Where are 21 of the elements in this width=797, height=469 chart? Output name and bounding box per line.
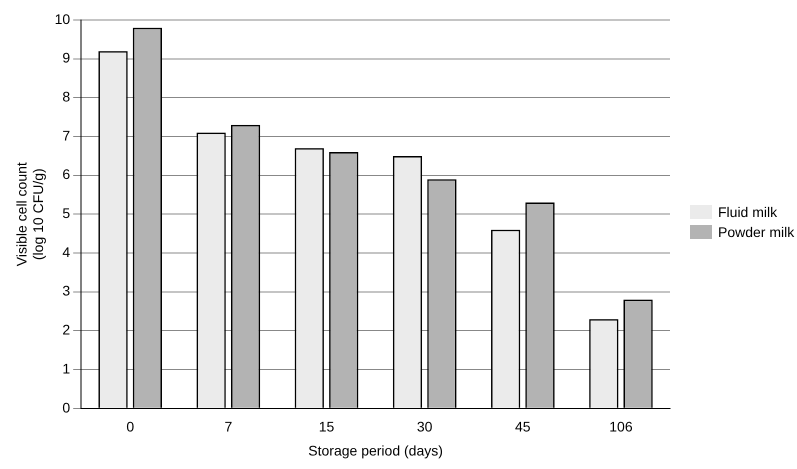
x-tick-label: 106: [609, 418, 633, 435]
y-tick-label: 9: [62, 50, 70, 66]
x-axis-title: Storage period (days): [308, 442, 443, 458]
x-tick-label: 0: [126, 418, 134, 435]
y-tick-label: 6: [62, 166, 70, 182]
y-axis-title: Visible cell count (log 10 CFU/g): [13, 162, 46, 266]
y-tick-label: 0: [62, 399, 70, 416]
y-tick-label: 3: [62, 282, 70, 299]
y-tick-label: 10: [54, 10, 70, 27]
y-tick-label: 1: [62, 360, 70, 376]
x-tick-label: 7: [224, 418, 232, 435]
x-tick-label: 30: [416, 418, 433, 435]
y-tick-label: 5: [62, 205, 70, 222]
legend-label: Fluid milk: [718, 204, 778, 220]
x-tick-label: 45: [515, 418, 531, 435]
y-tick-label: 2: [62, 322, 70, 338]
y-tick-label: 8: [62, 88, 70, 105]
x-tick-label: 15: [318, 418, 335, 435]
y-tick-label: 4: [62, 244, 70, 260]
legend-label: Powder milk: [718, 224, 794, 240]
y-tick-label: 7: [62, 127, 70, 144]
